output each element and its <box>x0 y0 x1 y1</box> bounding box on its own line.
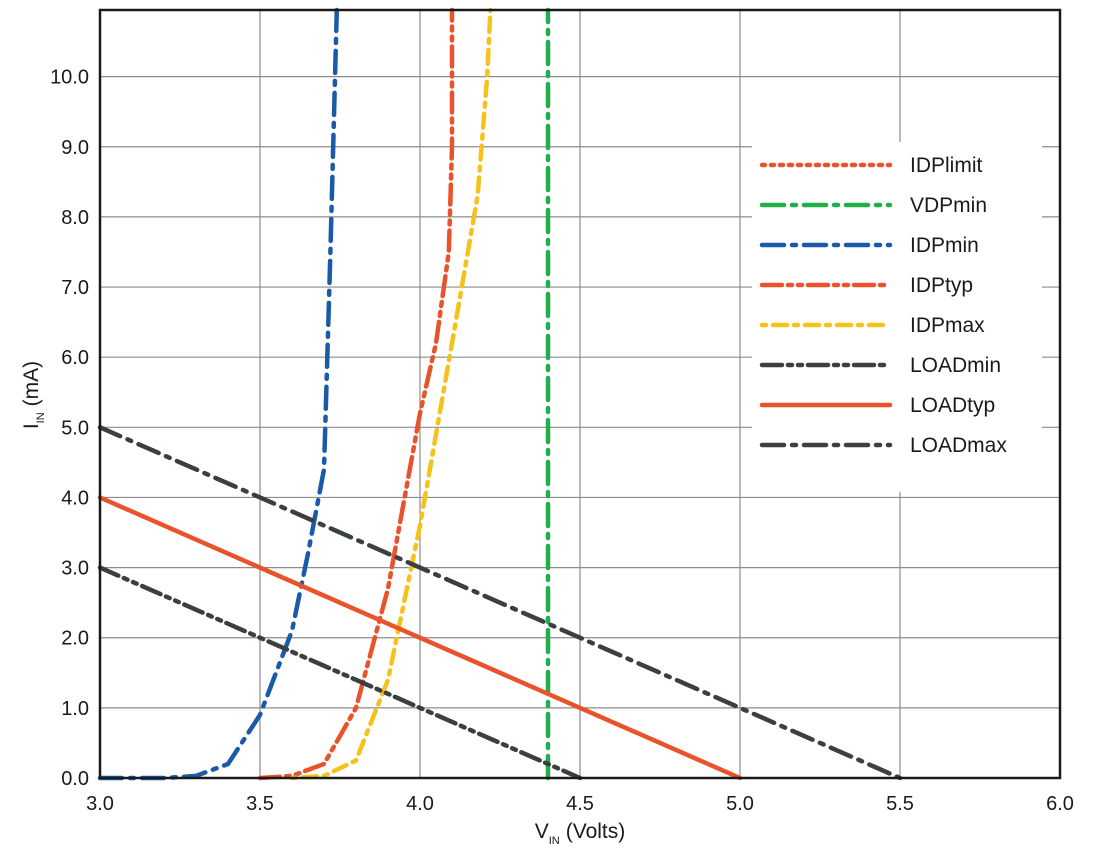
legend-label-vdpmin: VDPmin <box>910 194 987 217</box>
legend-label-idpmax: IDPmax <box>910 314 985 337</box>
x-tick-label: 6.0 <box>1046 793 1074 815</box>
legend-label-loadmax: LOADmax <box>910 434 1007 457</box>
series-loadtyp-line <box>97 495 743 781</box>
x-tick-label: 3.5 <box>246 793 274 815</box>
x-tick-labels: 3.0 3.5 4.0 4.5 5.0 5.5 6.0 <box>86 793 1074 815</box>
y-tick-label: 10.0 <box>50 67 89 89</box>
y-axis-label-sub: IN <box>35 412 47 423</box>
y-tick-label: 0.0 <box>61 768 89 790</box>
legend-box <box>752 142 1042 492</box>
x-axis-label: VIN (Volts) <box>535 820 626 847</box>
legend-label-idptyp: IDPtyp <box>910 274 973 297</box>
y-tick-label: 1.0 <box>61 698 89 720</box>
y-axis-label-main: I <box>20 423 43 429</box>
x-axis-label-main: V <box>535 820 549 843</box>
x-axis-label-sub: IN <box>549 835 560 847</box>
y-tick-label: 6.0 <box>61 347 89 369</box>
y-tick-label: 3.0 <box>61 558 89 580</box>
series-layer <box>97 7 903 781</box>
y-tick-label: 2.0 <box>61 628 89 650</box>
series-idpmin-line <box>97 7 340 781</box>
y-tick-label: 8.0 <box>61 207 89 229</box>
x-tick-label: 4.5 <box>566 793 594 815</box>
x-tick-label: 5.5 <box>886 793 914 815</box>
series-idpmax-line <box>289 7 493 781</box>
legend-label-loadmin: LOADmin <box>910 354 1001 377</box>
series-loadmax-line <box>97 425 903 781</box>
series-loadmin-line <box>97 565 583 781</box>
x-tick-label: 3.0 <box>86 793 114 815</box>
y-axis-label-unit: (mA) <box>20 361 43 407</box>
x-tick-label: 5.0 <box>726 793 754 815</box>
x-tick-label: 4.0 <box>406 793 434 815</box>
y-tick-label: 4.0 <box>61 487 89 509</box>
y-tick-label: 9.0 <box>61 137 89 159</box>
y-axis-label: IIN (mA) <box>20 361 47 429</box>
plot-frame <box>98 8 1062 780</box>
y-tick-label: 5.0 <box>61 417 89 439</box>
series-idptyp-line <box>257 7 455 781</box>
legend-label-loadtyp: LOADtyp <box>910 394 995 417</box>
legend-label-idpmin: IDPmin <box>910 234 979 257</box>
legend-label-idplimit: IDPlimit <box>910 154 982 177</box>
legend: IDPlimit VDPmin IDPmin IDPtyp IDPmax LOADmin L… <box>752 142 1042 492</box>
y-tick-label: 7.0 <box>61 277 89 299</box>
y-tick-labels: 0.0 1.0 2.0 3.0 4.0 5.0 6.0 7.0 8.0 9.0 10.0 <box>50 67 89 790</box>
x-axis-label-unit: (Volts) <box>566 820 626 843</box>
